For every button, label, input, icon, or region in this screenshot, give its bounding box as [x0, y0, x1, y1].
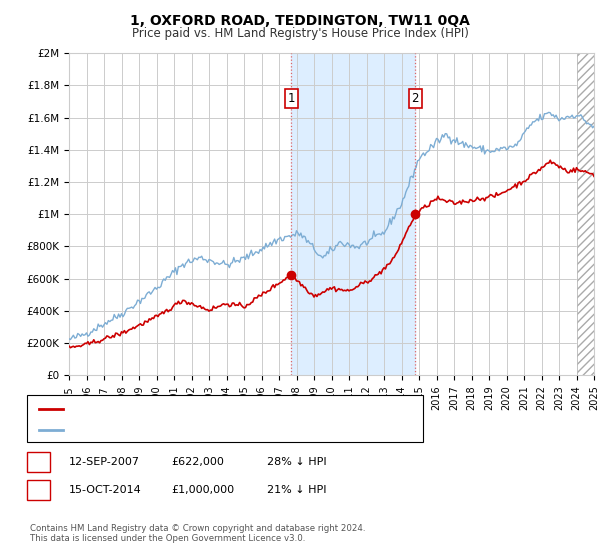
- Text: 1, OXFORD ROAD, TEDDINGTON, TW11 0QA: 1, OXFORD ROAD, TEDDINGTON, TW11 0QA: [130, 14, 470, 28]
- Text: 1: 1: [287, 92, 295, 105]
- Text: 2: 2: [35, 483, 42, 497]
- Bar: [577, 53, 594, 375]
- Text: £622,000: £622,000: [171, 457, 224, 467]
- Bar: [577, 53, 594, 375]
- Text: 2: 2: [412, 92, 419, 105]
- Text: 12-SEP-2007: 12-SEP-2007: [69, 457, 140, 467]
- Text: 1, OXFORD ROAD, TEDDINGTON, TW11 0QA (detached house): 1, OXFORD ROAD, TEDDINGTON, TW11 0QA (de…: [66, 404, 376, 414]
- Bar: [291, 53, 415, 375]
- Text: Contains HM Land Registry data © Crown copyright and database right 2024.
This d: Contains HM Land Registry data © Crown c…: [30, 524, 365, 543]
- Text: 1: 1: [35, 455, 42, 469]
- Text: HPI: Average price, detached house, Richmond upon Thames: HPI: Average price, detached house, Rich…: [66, 426, 371, 435]
- Text: 15-OCT-2014: 15-OCT-2014: [69, 485, 142, 495]
- Text: 21% ↓ HPI: 21% ↓ HPI: [267, 485, 326, 495]
- Text: Price paid vs. HM Land Registry's House Price Index (HPI): Price paid vs. HM Land Registry's House …: [131, 27, 469, 40]
- Text: £1,000,000: £1,000,000: [171, 485, 234, 495]
- Text: 28% ↓ HPI: 28% ↓ HPI: [267, 457, 326, 467]
